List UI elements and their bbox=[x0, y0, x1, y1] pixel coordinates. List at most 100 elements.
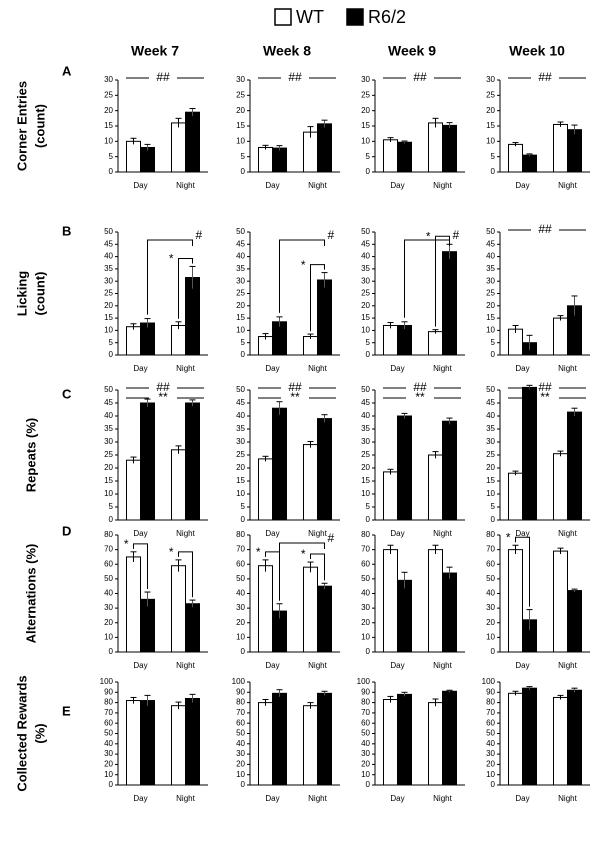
bar bbox=[508, 692, 523, 786]
y-tick-label: 50 bbox=[361, 729, 370, 738]
y-tick-label: 40 bbox=[236, 739, 245, 748]
y-tick-label: 30 bbox=[361, 75, 370, 84]
error-bar bbox=[446, 417, 453, 425]
error-bar bbox=[432, 451, 439, 459]
y-tick-label: 50 bbox=[361, 227, 370, 236]
bar bbox=[383, 699, 398, 786]
y-tick-label: 20 bbox=[236, 463, 245, 472]
y-tick-label: 90 bbox=[236, 687, 245, 696]
y-tick-label: 25 bbox=[361, 450, 370, 459]
column-title: Week 8 bbox=[263, 43, 311, 59]
y-tick-label: 50 bbox=[236, 574, 245, 583]
annotation: * bbox=[506, 530, 511, 544]
y-tick-label: 5 bbox=[491, 338, 496, 347]
error-bar bbox=[571, 124, 578, 135]
y-tick-label: 45 bbox=[361, 398, 370, 407]
bar bbox=[126, 140, 141, 173]
bar bbox=[171, 565, 186, 653]
y-tick-label: 20 bbox=[104, 760, 113, 769]
bar bbox=[272, 692, 287, 786]
bar bbox=[171, 324, 186, 356]
y-tick-label: 50 bbox=[361, 574, 370, 583]
error-bar bbox=[401, 571, 408, 589]
x-tick-label: Night bbox=[176, 364, 195, 373]
panel-letter: C bbox=[62, 386, 72, 401]
bar bbox=[567, 590, 582, 653]
y-tick-label: 60 bbox=[486, 559, 495, 568]
annotation: # bbox=[453, 228, 460, 242]
error-bar bbox=[262, 333, 269, 340]
annotation: ** bbox=[158, 390, 168, 404]
bar bbox=[397, 415, 412, 521]
x-tick-label: Night bbox=[176, 181, 195, 190]
error-bar bbox=[262, 699, 269, 706]
y-tick-label: 20 bbox=[236, 618, 245, 627]
y-tick-label: 5 bbox=[109, 152, 114, 161]
y-tick-label: 40 bbox=[104, 739, 113, 748]
bar bbox=[140, 402, 155, 521]
y-tick-label: 5 bbox=[241, 502, 246, 511]
x-tick-label: Night bbox=[308, 181, 327, 190]
y-tick-label: 25 bbox=[361, 90, 370, 99]
panel-letter: D bbox=[62, 523, 71, 538]
error-bar bbox=[446, 566, 453, 579]
y-tick-label: 100 bbox=[232, 677, 246, 686]
y-tick-label: 25 bbox=[104, 450, 113, 459]
error-bar bbox=[571, 588, 578, 593]
y-tick-label: 15 bbox=[104, 121, 113, 130]
error-bar bbox=[432, 329, 439, 334]
annotation: ## bbox=[156, 380, 170, 394]
annotation-bracket bbox=[310, 553, 325, 581]
error-bar bbox=[321, 582, 328, 590]
annotation-bracket bbox=[178, 551, 193, 598]
y-tick-label: 25 bbox=[236, 289, 245, 298]
y-tick-label: 30 bbox=[236, 749, 245, 758]
annotation: ## bbox=[288, 380, 302, 394]
legend-swatch bbox=[346, 8, 364, 26]
bar bbox=[185, 111, 200, 173]
error-bar bbox=[557, 121, 564, 127]
annotation: ** bbox=[540, 390, 550, 404]
bar bbox=[553, 696, 568, 786]
bar bbox=[272, 407, 287, 521]
error-bar bbox=[276, 145, 283, 151]
error-bar bbox=[130, 696, 137, 704]
bar bbox=[383, 324, 398, 356]
error-bar bbox=[276, 603, 283, 619]
x-tick-label: Day bbox=[390, 529, 404, 538]
y-tick-label: 80 bbox=[104, 530, 113, 539]
bar bbox=[442, 572, 457, 653]
bar bbox=[317, 692, 332, 786]
y-tick-label: 70 bbox=[104, 545, 113, 554]
bar bbox=[508, 328, 523, 356]
bar bbox=[383, 139, 398, 173]
annotation-bracket bbox=[178, 257, 193, 319]
error-bar bbox=[432, 117, 439, 128]
annotation: ## bbox=[413, 380, 427, 394]
y-tick-label: 0 bbox=[491, 515, 496, 524]
error-bar bbox=[175, 559, 182, 572]
error-bar bbox=[175, 117, 182, 128]
annotation: * bbox=[426, 229, 431, 243]
y-tick-label: 100 bbox=[482, 677, 496, 686]
y-tick-label: 45 bbox=[236, 398, 245, 407]
y-tick-label: 10 bbox=[104, 136, 113, 145]
y-tick-label: 35 bbox=[486, 424, 495, 433]
annotation: ** bbox=[290, 390, 300, 404]
y-tick-label: 10 bbox=[486, 136, 495, 145]
legend-swatch bbox=[274, 8, 292, 26]
x-tick-label: Day bbox=[265, 181, 279, 190]
bar bbox=[428, 549, 443, 653]
bar bbox=[272, 147, 287, 173]
column-title: Week 10 bbox=[509, 43, 565, 59]
y-tick-label: 90 bbox=[486, 687, 495, 696]
y-tick-label: 0 bbox=[241, 350, 246, 359]
y-tick-label: 0 bbox=[491, 350, 496, 359]
bar bbox=[567, 689, 582, 786]
x-tick-label: Night bbox=[308, 661, 327, 670]
annotation-bracket bbox=[435, 235, 450, 327]
annotation: ** bbox=[415, 390, 425, 404]
y-tick-label: 30 bbox=[486, 749, 495, 758]
y-tick-label: 35 bbox=[104, 424, 113, 433]
error-bar bbox=[189, 399, 196, 407]
